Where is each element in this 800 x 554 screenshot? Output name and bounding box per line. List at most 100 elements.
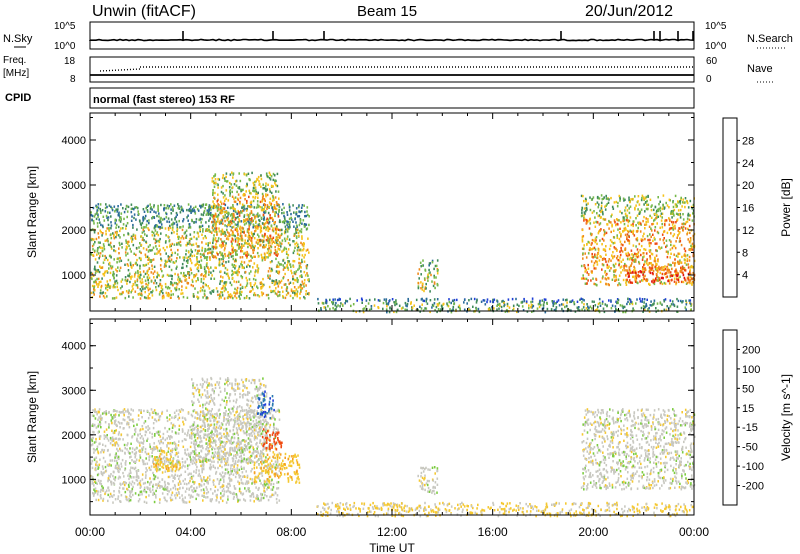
data-cell xyxy=(244,198,246,201)
data-cell xyxy=(231,248,234,251)
data-cell xyxy=(293,260,296,263)
data-cell xyxy=(221,291,224,294)
data-cell xyxy=(197,424,199,427)
data-cell xyxy=(184,274,187,277)
data-cell xyxy=(272,279,275,283)
data-cell xyxy=(225,237,228,240)
data-cell xyxy=(94,213,97,216)
data-cell xyxy=(231,232,234,235)
data-cell xyxy=(284,261,286,265)
data-cell xyxy=(246,476,249,479)
data-cell xyxy=(425,300,427,303)
data-cell xyxy=(205,221,207,224)
data-cell xyxy=(254,244,256,248)
data-cell xyxy=(222,478,225,481)
data-cell xyxy=(252,181,255,185)
data-cell xyxy=(661,216,663,219)
data-cell xyxy=(145,285,148,289)
data-cell xyxy=(325,299,328,302)
data-cell xyxy=(649,304,652,307)
data-cell xyxy=(147,269,149,272)
data-cell xyxy=(303,260,306,263)
data-cell xyxy=(635,204,637,207)
data-cell xyxy=(208,219,210,222)
data-cell xyxy=(151,248,154,252)
data-cell xyxy=(140,292,143,295)
data-cell xyxy=(682,273,685,277)
data-cell xyxy=(127,483,130,487)
data-cell xyxy=(231,190,233,194)
data-cell xyxy=(587,273,590,276)
data-cell xyxy=(234,292,237,295)
data-cell xyxy=(620,271,622,274)
data-cell xyxy=(224,179,226,182)
data-cell xyxy=(265,293,268,297)
data-cell xyxy=(261,234,264,238)
data-cell xyxy=(150,271,153,274)
data-cell xyxy=(687,214,689,217)
data-cell xyxy=(232,296,234,300)
data-cell xyxy=(607,260,610,263)
data-cell xyxy=(252,492,254,495)
data-cell xyxy=(260,253,263,257)
data-cell xyxy=(282,290,284,293)
data-cell xyxy=(629,216,632,219)
data-cell xyxy=(157,239,159,243)
data-cell xyxy=(679,237,681,240)
data-cell xyxy=(279,228,281,232)
data-cell xyxy=(634,271,637,274)
data-cell xyxy=(506,304,509,308)
data-cell xyxy=(683,254,685,257)
data-cell xyxy=(263,207,266,211)
data-cell xyxy=(162,457,165,460)
data-cell xyxy=(582,194,584,198)
data-cell xyxy=(136,263,139,267)
data-cell xyxy=(238,187,241,190)
data-cell xyxy=(308,223,310,227)
data-cell xyxy=(586,243,588,246)
data-cell xyxy=(240,230,243,233)
data-cell xyxy=(128,451,130,455)
data-cell xyxy=(223,281,226,285)
data-cell xyxy=(104,206,107,210)
data-cell xyxy=(532,304,535,308)
data-cell xyxy=(436,272,439,275)
data-cell xyxy=(97,277,100,281)
data-cell xyxy=(132,287,134,291)
data-cell xyxy=(267,218,270,221)
data-cell xyxy=(644,267,646,270)
data-cell xyxy=(292,204,294,207)
data-cell xyxy=(189,257,191,261)
data-cell xyxy=(531,306,533,309)
data-cell xyxy=(641,298,644,301)
data-cell xyxy=(598,197,601,200)
data-cell xyxy=(267,250,270,253)
data-cell xyxy=(261,259,264,262)
data-cell xyxy=(113,249,115,252)
data-cell xyxy=(220,246,223,249)
data-cell xyxy=(279,219,281,222)
data-cell xyxy=(271,260,273,263)
data-cell xyxy=(93,238,95,241)
data-cell xyxy=(544,298,547,301)
data-cell xyxy=(272,425,275,428)
data-cell xyxy=(167,235,169,238)
data-cell xyxy=(643,255,645,258)
data-cell xyxy=(163,459,166,463)
data-cell xyxy=(682,201,684,204)
data-cell xyxy=(687,206,690,209)
data-cell xyxy=(274,207,276,210)
data-cell xyxy=(301,258,303,262)
data-cell xyxy=(638,242,641,246)
data-cell xyxy=(131,459,133,462)
data-cell xyxy=(210,266,212,269)
data-cell xyxy=(433,276,436,279)
data-cell xyxy=(615,307,617,311)
data-cell xyxy=(246,199,248,203)
data-cell xyxy=(647,263,649,267)
data-cell xyxy=(166,204,169,207)
data-cell xyxy=(195,273,198,276)
data-cell xyxy=(223,297,226,300)
data-cell xyxy=(97,241,100,244)
data-cell xyxy=(228,408,230,411)
